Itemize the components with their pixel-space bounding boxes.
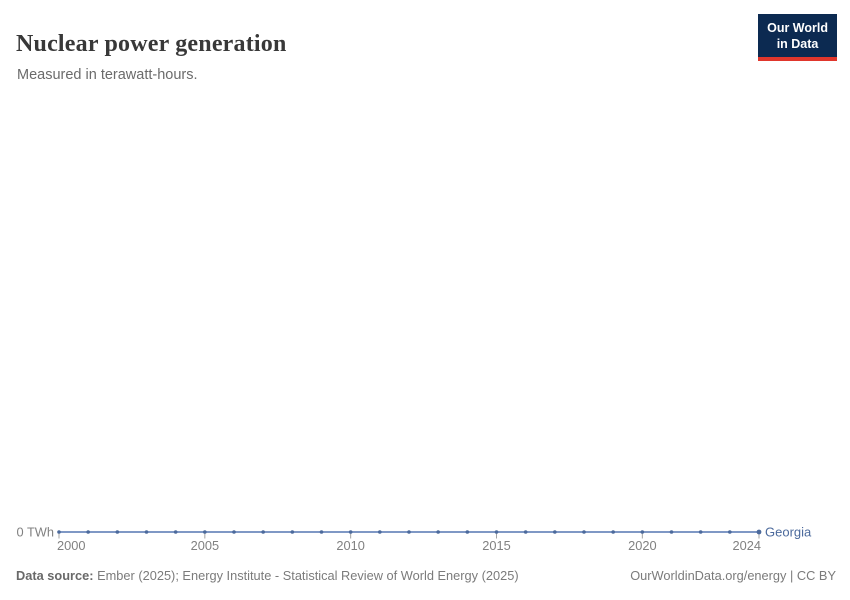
line-chart[interactable]: 2000 2005 2010 2015 2020 2024 0 TWh Georgia (0, 500, 850, 564)
data-point[interactable] (86, 530, 90, 534)
data-point[interactable] (523, 530, 528, 534)
data-point[interactable] (728, 530, 732, 534)
data-point[interactable] (582, 530, 586, 534)
data-point[interactable] (144, 530, 149, 534)
x-axis-tick-label: 2015 (482, 538, 510, 553)
owid-logo-line2: in Data (776, 37, 819, 52)
data-point[interactable] (640, 530, 645, 534)
data-source-label: Data source: (16, 568, 94, 583)
owid-logo-line1: Our World (767, 21, 828, 35)
data-point[interactable] (669, 530, 674, 534)
data-point[interactable] (436, 530, 440, 534)
data-point[interactable] (756, 529, 762, 535)
data-point[interactable] (553, 530, 557, 534)
data-point[interactable] (407, 530, 411, 534)
chart-subtitle: Measured in terawatt-hours. (17, 66, 198, 83)
data-point[interactable] (378, 530, 382, 534)
data-point[interactable] (290, 530, 295, 534)
attribution-link[interactable]: OurWorldinData.org/energy | CC BY (630, 568, 836, 583)
x-axis-tick-label: 2020 (628, 538, 656, 553)
x-axis-tick-label: 2010 (336, 538, 364, 553)
data-point[interactable] (232, 530, 236, 534)
chart-title: Nuclear power generation (16, 31, 287, 58)
x-axis-tick-label: 2024 (733, 538, 761, 553)
data-point[interactable] (494, 530, 499, 534)
x-axis-tick-label: 2000 (57, 538, 85, 553)
data-source-text: Ember (2025); Energy Institute - Statist… (93, 568, 519, 583)
data-point[interactable] (173, 530, 178, 534)
data-point[interactable] (465, 530, 470, 534)
owid-logo[interactable]: Our World in Data (758, 14, 837, 61)
data-source-note: Data source: Ember (2025); Energy Instit… (16, 568, 519, 583)
x-axis-tick-label: 2005 (191, 538, 219, 553)
chart-footer: Data source: Ember (2025); Energy Instit… (16, 568, 836, 583)
series-label[interactable]: Georgia (765, 525, 812, 540)
y-axis-label: 0 TWh (17, 525, 54, 540)
data-point[interactable] (698, 530, 703, 534)
data-point[interactable] (319, 530, 324, 534)
data-point[interactable] (348, 530, 353, 534)
data-point[interactable] (261, 530, 265, 534)
data-point[interactable] (57, 530, 61, 534)
data-point[interactable] (115, 530, 120, 534)
data-point[interactable] (611, 530, 615, 534)
data-point[interactable] (203, 530, 207, 534)
